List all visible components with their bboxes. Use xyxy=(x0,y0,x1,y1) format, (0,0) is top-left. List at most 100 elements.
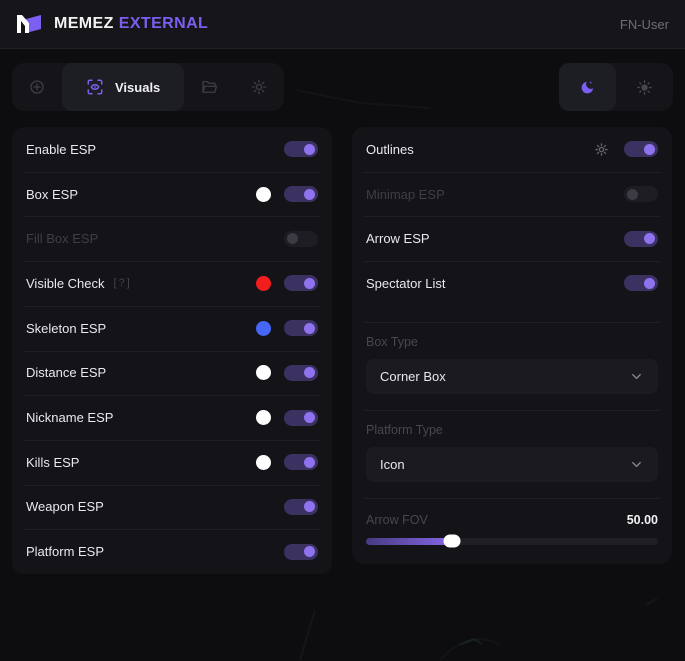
gear-icon xyxy=(251,79,267,95)
setting-label: Minimap ESP xyxy=(366,186,445,202)
setting-row: Fill Box ESP xyxy=(12,216,332,261)
select-dropdown[interactable]: Icon xyxy=(366,446,658,482)
slider-fill xyxy=(366,537,453,545)
toggle-switch[interactable] xyxy=(624,186,658,203)
sun-icon xyxy=(637,79,652,95)
select-value: Corner Box xyxy=(380,368,446,384)
chevron-down-icon xyxy=(632,373,641,379)
section-divider xyxy=(364,497,660,499)
arrow-fov-slider[interactable] xyxy=(366,534,658,548)
tab-configs[interactable] xyxy=(184,63,234,111)
setting-row: Skeleton ESP xyxy=(12,305,332,351)
toggle-switch[interactable] xyxy=(624,275,658,292)
color-swatch[interactable] xyxy=(256,365,271,381)
setting-label: Fill Box ESP xyxy=(26,231,99,247)
slider-knob[interactable] xyxy=(443,534,461,548)
setting-label: Outlines xyxy=(366,141,414,157)
esp-panel-rows: Enable ESP Box ESP Fill Box ESP Visible Che… xyxy=(12,127,332,574)
settings-panels: Enable ESP Box ESP Fill Box ESP Visible Che… xyxy=(12,127,673,574)
setting-label: Weapon ESP xyxy=(26,499,104,515)
section-divider xyxy=(364,321,660,323)
outline-settings-gear-icon[interactable] xyxy=(594,142,609,157)
extras-panel-sections: Box Type Corner Box Platform Type Icon Arrow… xyxy=(352,321,672,548)
color-swatch[interactable] xyxy=(256,410,271,426)
theme-switcher xyxy=(559,63,673,111)
setting-row: Platform ESP xyxy=(12,529,332,574)
setting-label: Spectator List xyxy=(366,275,446,291)
color-swatch[interactable] xyxy=(256,186,271,202)
toggle-knob xyxy=(304,322,315,334)
toggle-knob xyxy=(304,546,315,558)
toggle-switch[interactable] xyxy=(284,409,318,426)
color-swatch[interactable] xyxy=(256,275,271,291)
toggle-knob xyxy=(304,277,315,289)
section-label: Box Type xyxy=(366,334,418,349)
setting-label: Distance ESP xyxy=(26,365,107,381)
setting-row: Visible Check [?] xyxy=(12,261,332,306)
slider-label: Arrow FOV xyxy=(366,513,428,528)
setting-label: Visible Check xyxy=(26,275,105,291)
setting-row: Spectator List xyxy=(352,261,672,306)
toggle-switch[interactable] xyxy=(624,141,658,158)
app-title-primary: MEMEZ xyxy=(54,15,114,32)
crosshair-icon xyxy=(30,80,44,94)
setting-row: Weapon ESP xyxy=(12,484,332,530)
theme-light-button[interactable] xyxy=(616,63,673,111)
setting-row: Nickname ESP xyxy=(12,395,332,440)
setting-row: Enable ESP xyxy=(12,127,332,172)
section-label: Platform Type xyxy=(366,422,443,437)
tab-settings[interactable] xyxy=(234,63,284,111)
toggle-switch[interactable] xyxy=(284,454,318,471)
setting-row: Arrow ESP xyxy=(352,216,672,261)
extras-panel-rows: Outlines Minimap ESP Arrow ESP Spectator Li… xyxy=(352,127,672,306)
theme-dark-button[interactable] xyxy=(559,63,616,111)
app-title-accent: EXTERNAL xyxy=(118,15,209,32)
setting-row: Box ESP xyxy=(12,171,332,217)
toggle-switch[interactable] xyxy=(284,186,318,203)
folder-icon xyxy=(202,81,218,93)
section-divider xyxy=(364,409,660,411)
username-label: FN-User xyxy=(619,16,669,32)
setting-label: Arrow ESP xyxy=(366,231,430,247)
app-title: MEMEZ EXTERNAL xyxy=(54,15,208,33)
esp-panel: Enable ESP Box ESP Fill Box ESP Visible Che… xyxy=(12,127,332,574)
toggle-switch[interactable] xyxy=(624,230,658,247)
toggle-switch[interactable] xyxy=(284,141,318,158)
setting-label: Kills ESP xyxy=(26,454,80,470)
toggle-switch[interactable] xyxy=(284,275,318,292)
tab-visuals[interactable]: Visuals xyxy=(62,63,185,111)
toggle-knob xyxy=(644,143,655,155)
color-swatch[interactable] xyxy=(256,454,271,470)
toggle-knob xyxy=(304,456,315,468)
toggle-knob xyxy=(644,233,655,245)
toggle-switch[interactable] xyxy=(284,320,318,337)
toggle-knob xyxy=(627,188,638,200)
memez-logo-icon xyxy=(17,15,41,33)
slider-head: Arrow FOV 50.00 xyxy=(366,513,658,528)
tab-visuals-label: Visuals xyxy=(115,79,161,95)
toggle-switch[interactable] xyxy=(284,543,318,560)
tab-aimbot[interactable] xyxy=(12,63,62,111)
setting-label: Box ESP xyxy=(26,186,79,202)
setting-label: Nickname ESP xyxy=(26,410,114,426)
toggle-knob xyxy=(304,143,315,155)
chevron-down-icon xyxy=(632,461,641,467)
toggle-knob xyxy=(304,188,315,200)
setting-row: Outlines xyxy=(352,127,672,172)
color-swatch[interactable] xyxy=(256,320,271,336)
setting-row: Kills ESP xyxy=(12,439,332,485)
top-bar: MEMEZ EXTERNAL FN-User xyxy=(0,0,685,49)
select-dropdown[interactable]: Corner Box xyxy=(366,358,658,394)
setting-row: Minimap ESP xyxy=(352,171,672,217)
toggle-switch[interactable] xyxy=(284,364,318,381)
toggle-knob xyxy=(304,412,315,424)
setting-row: Distance ESP xyxy=(12,350,332,396)
toolbar-row: Visuals xyxy=(12,63,673,111)
toggle-switch[interactable] xyxy=(284,498,318,515)
nav-tabbar: Visuals xyxy=(12,63,285,111)
scan-eye-icon xyxy=(87,79,103,95)
select-value: Icon xyxy=(380,456,405,472)
toggle-switch[interactable] xyxy=(284,230,318,247)
toggle-knob xyxy=(644,277,655,289)
